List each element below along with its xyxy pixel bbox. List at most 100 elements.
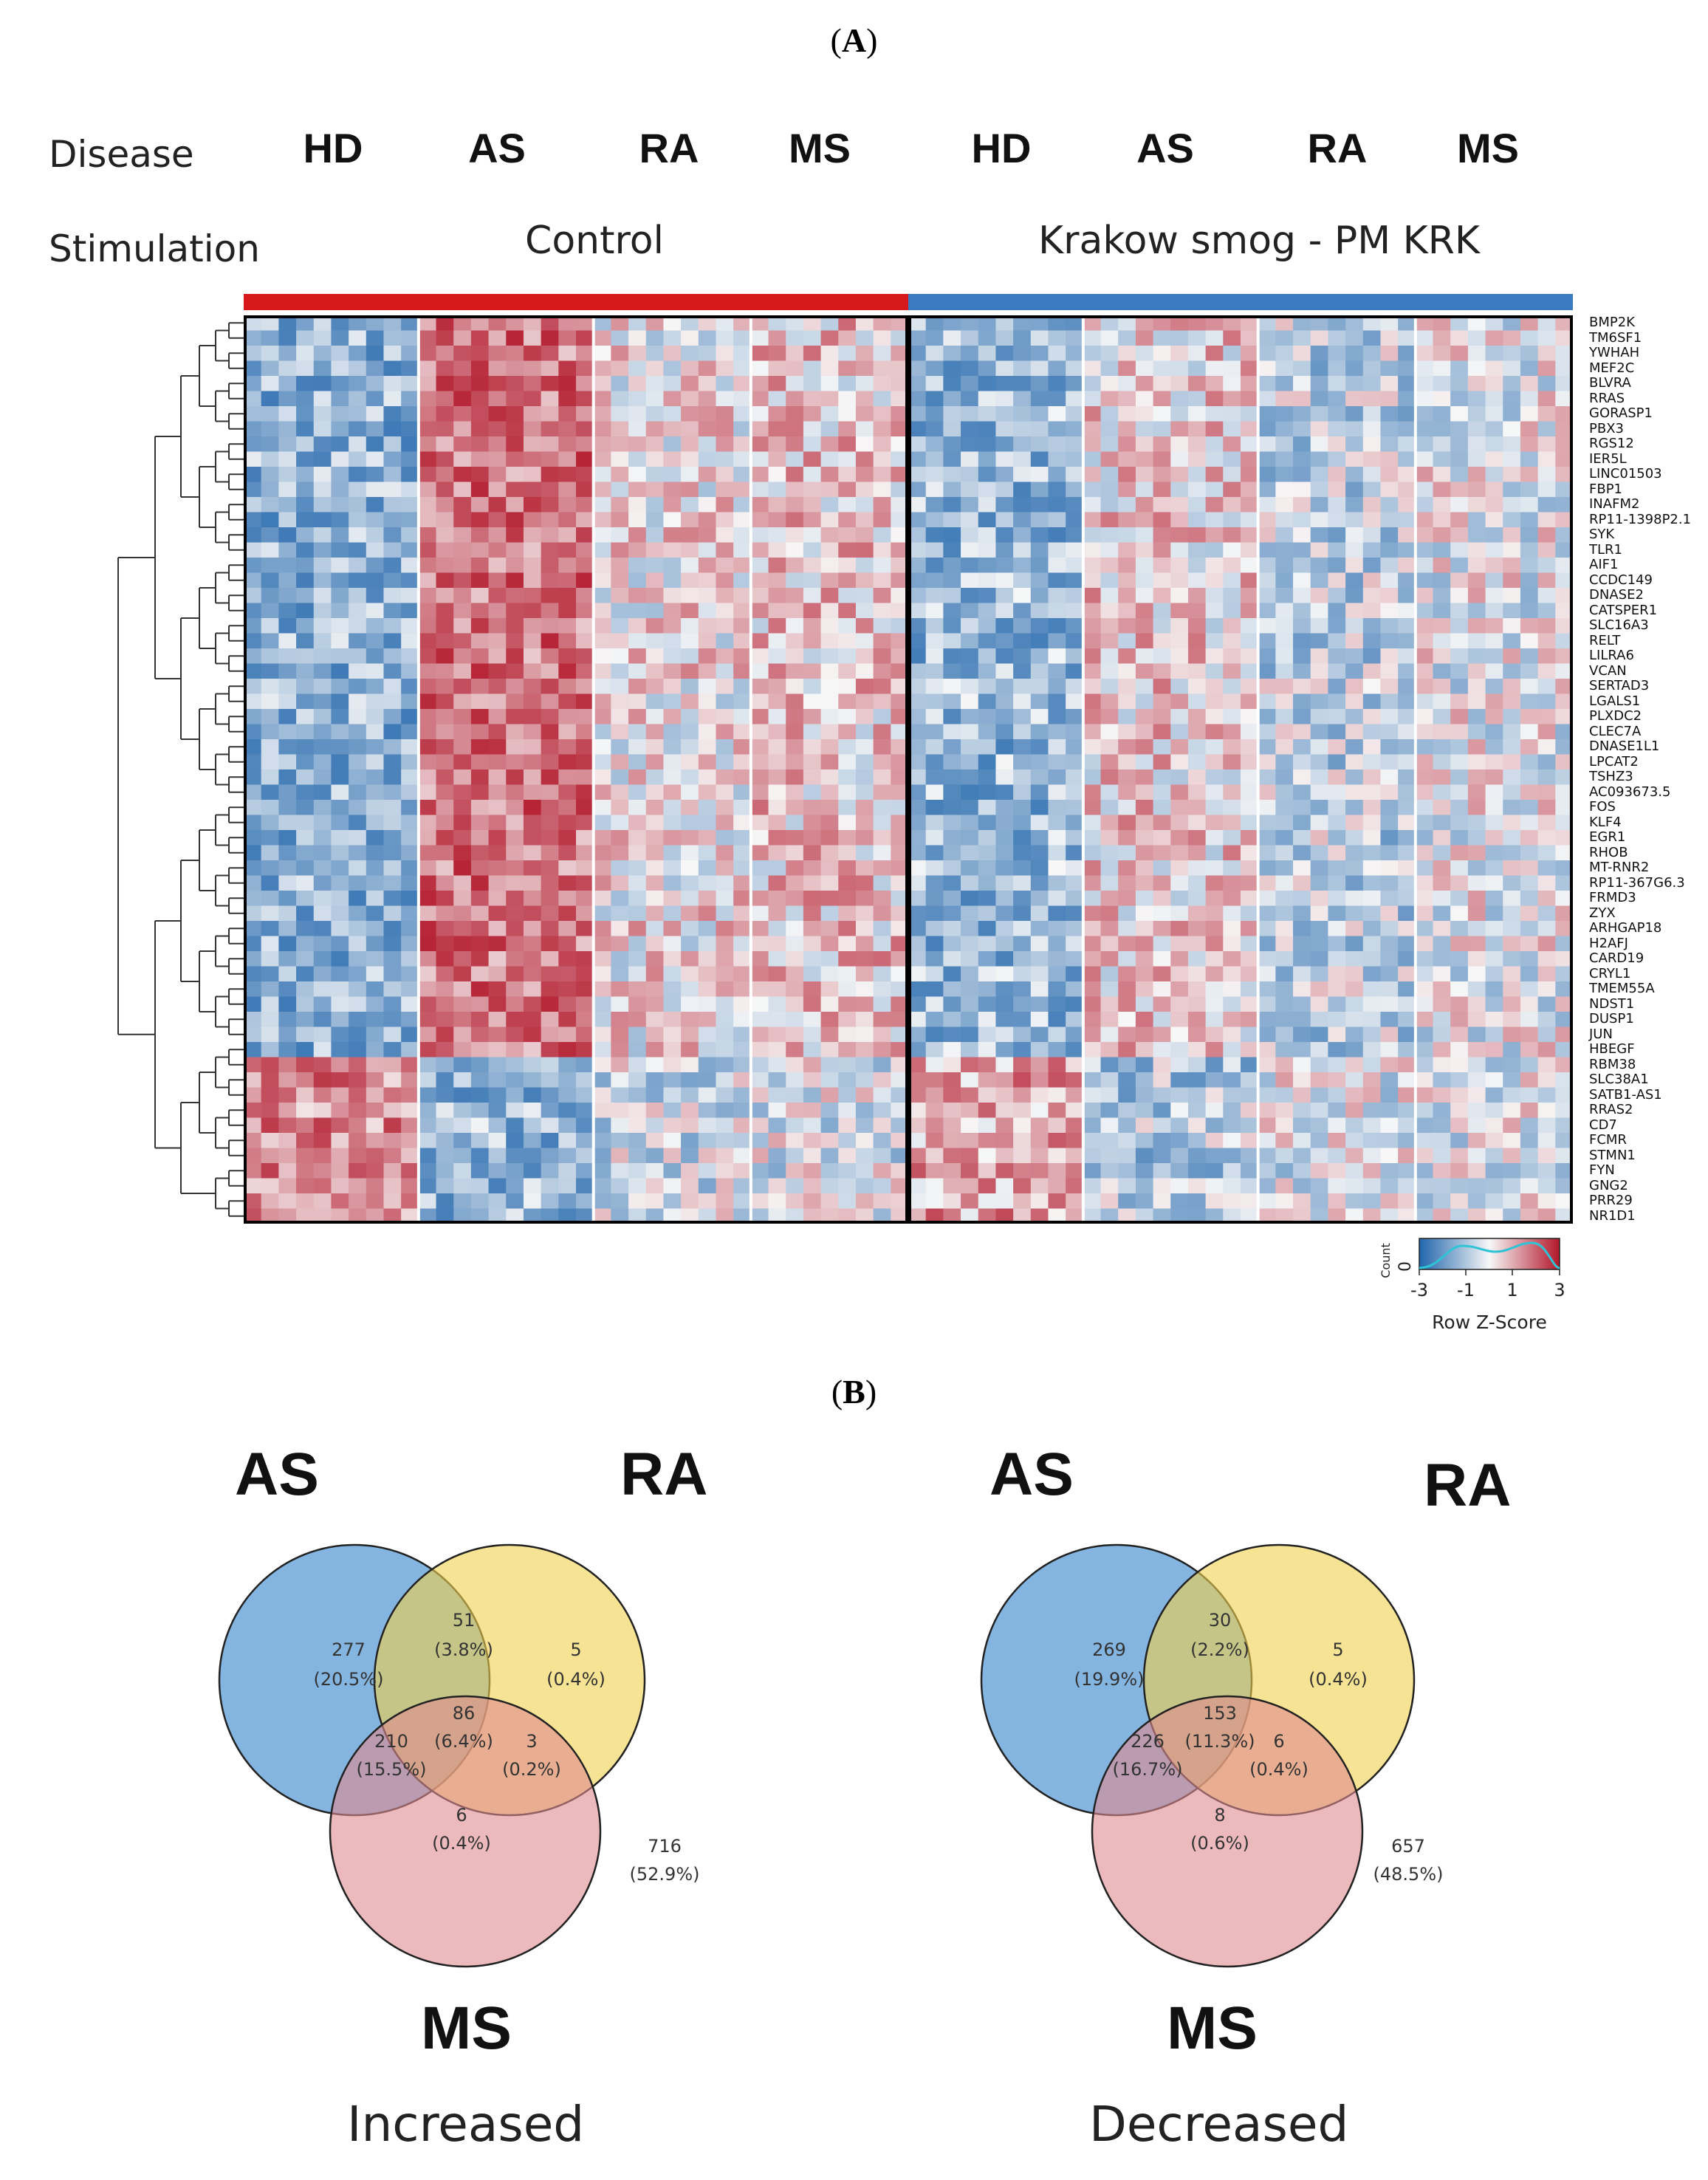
heatmap-cell: [1187, 512, 1207, 528]
heatmap-cell: [366, 376, 384, 391]
heatmap-cell: [488, 1193, 507, 1209]
heatmap-cell: [838, 1193, 857, 1209]
heatmap-cell: [278, 603, 297, 619]
heatmap-cell: [978, 1072, 996, 1088]
heatmap-cell: [1345, 481, 1364, 498]
heatmap-cell: [1345, 1012, 1364, 1027]
heatmap-cell: [1258, 451, 1276, 467]
heatmap-cell: [541, 572, 559, 589]
heatmap-cell: [1503, 512, 1521, 528]
venn-increased-all-pct: (6.4%): [434, 1731, 493, 1752]
heatmap-cell: [523, 1208, 542, 1224]
heatmap-cell: [611, 981, 629, 997]
heatmap-cell: [558, 951, 577, 967]
heatmap-cell: [855, 1193, 874, 1209]
heatmap-cell: [1345, 996, 1364, 1012]
heatmap-cell: [1030, 1117, 1049, 1134]
heatmap-cell: [768, 481, 786, 498]
heatmap-cell: [1135, 679, 1154, 694]
heatmap-cell: [1310, 527, 1328, 543]
heatmap-cell: [1205, 467, 1224, 482]
heatmap-cell: [418, 330, 437, 346]
heatmap-cell: [1467, 981, 1486, 997]
heatmap-cell: [943, 754, 961, 770]
heatmap-cell: [1187, 421, 1207, 437]
heatmap-cell: [1187, 1103, 1207, 1118]
heatmap-cell: [838, 693, 857, 710]
heatmap-cell: [383, 1042, 402, 1058]
heatmap-cell: [873, 1057, 891, 1073]
heatmap-cell: [733, 1163, 752, 1179]
heatmap-cell: [891, 800, 909, 815]
heatmap-cell: [1066, 679, 1084, 694]
heatmap-cell: [1187, 648, 1207, 664]
heatmap-cell: [313, 800, 332, 815]
heatmap-cell: [1153, 709, 1171, 724]
heatmap-cell: [1310, 1042, 1328, 1058]
heatmap-cell: [1380, 1208, 1399, 1224]
heatmap-cell: [1135, 1208, 1154, 1224]
heatmap-cell: [1433, 815, 1451, 831]
heatmap-cell: [1135, 1148, 1154, 1164]
heatmap-cell: [645, 663, 664, 679]
heatmap-cell: [1310, 845, 1328, 861]
heatmap-cell: [1066, 1087, 1084, 1103]
heatmap-cell: [523, 800, 542, 815]
heatmap-cell: [261, 391, 279, 407]
heatmap-cell: [820, 315, 839, 331]
heatmap-cell: [786, 603, 804, 619]
heatmap-cell: [1258, 830, 1276, 846]
heatmap-cell: [1013, 921, 1032, 936]
heatmap-cell: [1433, 769, 1451, 785]
heatmap-cell: [1118, 376, 1136, 391]
heatmap-cell: [943, 1208, 961, 1224]
heatmap-cell: [278, 376, 297, 391]
heatmap-cell: [611, 1133, 629, 1148]
heatmap-cell: [803, 497, 822, 513]
heatmap-cell: [1415, 648, 1434, 664]
heatmap-cell: [1066, 1117, 1084, 1134]
heatmap-cell: [261, 512, 279, 528]
heatmap-cell: [488, 421, 507, 437]
heatmap-cell: [1258, 784, 1276, 801]
heatmap-cell: [1030, 1133, 1049, 1148]
heatmap-cell: [1380, 542, 1399, 558]
venn-decreased-as-ms-pct: (16.7%): [1113, 1759, 1183, 1780]
heatmap-cell: [663, 663, 682, 679]
gene-label: AIF1: [1589, 557, 1619, 573]
heatmap-cell: [1398, 481, 1416, 498]
heatmap-cell: [1398, 875, 1416, 891]
heatmap-cell: [541, 875, 559, 891]
heatmap-cell: [453, 1148, 472, 1164]
heatmap-cell: [436, 936, 454, 952]
heatmap-cell: [1030, 346, 1049, 361]
heatmap-cell: [925, 875, 944, 891]
heatmap-cell: [1223, 572, 1241, 589]
heatmap-cell: [995, 739, 1014, 755]
heatmap-cell: [978, 663, 996, 679]
heatmap-cell: [681, 815, 699, 831]
heatmap-cell: [366, 633, 384, 649]
heatmap-cell: [820, 512, 839, 528]
heatmap-cell: [838, 845, 857, 861]
heatmap-cell: [383, 769, 402, 785]
heatmap-cell: [1083, 739, 1102, 755]
heatmap-cell: [750, 724, 769, 740]
heatmap-cell: [366, 451, 384, 467]
heatmap-cell: [1187, 1148, 1207, 1164]
heatmap-cell: [1503, 330, 1521, 346]
heatmap-cell: [1066, 800, 1084, 815]
heatmap-cell: [1398, 633, 1416, 649]
heatmap-cell: [1153, 951, 1171, 967]
heatmap-cell: [418, 679, 437, 694]
heatmap-cell: [436, 679, 454, 694]
heatmap-cell: [1118, 981, 1136, 997]
heatmap-cell: [1362, 936, 1381, 952]
heatmap-cell: [453, 603, 472, 619]
heatmap-cell: [803, 512, 822, 528]
heatmap-cell: [786, 754, 804, 770]
heatmap-cell: [663, 346, 682, 361]
heatmap-cell: [1030, 1148, 1049, 1164]
heatmap-cell: [943, 709, 961, 724]
heatmap-cell: [1275, 1208, 1294, 1224]
